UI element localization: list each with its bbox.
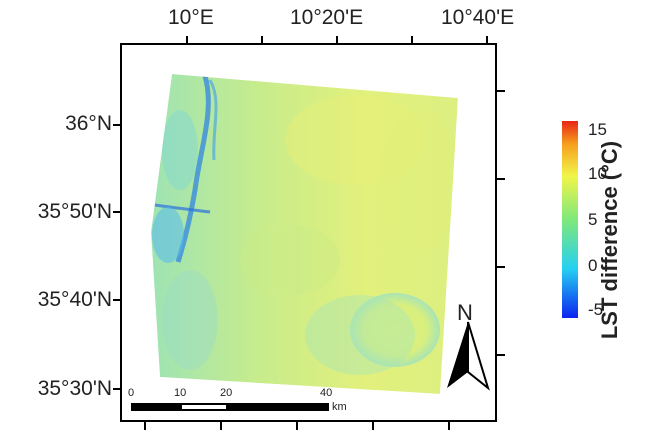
colorbar-tick-label: -5: [588, 300, 604, 319]
longitude-label: 10°40'E: [441, 6, 515, 29]
scale-bar-unit: km: [332, 401, 347, 413]
latitude-label: 35°30'N: [37, 377, 112, 400]
right-axis-ticks: [496, 90, 505, 356]
colorbar-tick-label: 10: [588, 164, 607, 183]
colorbar: [562, 121, 578, 318]
latitude-label: 35°40'N: [37, 288, 112, 311]
north-arrow-icon: [447, 321, 490, 391]
left-axis-ticks: [113, 124, 121, 390]
colorbar-title: LST difference (°C): [597, 140, 622, 340]
latitude-label: 35°50'N: [37, 200, 112, 223]
north-label: N: [457, 300, 473, 325]
colorbar-tick-label: 15: [588, 120, 607, 139]
scale-bar: [131, 403, 329, 411]
lst-difference-raster: [151, 74, 458, 394]
scale-bar-label: 0: [128, 387, 135, 399]
colorbar-tick-label: 5: [588, 210, 598, 229]
scale-bar-label: 40: [320, 387, 333, 399]
bottom-axis-ticks: [144, 421, 450, 430]
longitude-label: 10°20'E: [290, 6, 364, 29]
top-axis-ticks: [186, 36, 488, 44]
bright-patch: [350, 293, 440, 367]
scale-bar-label: 20: [220, 387, 233, 399]
latitude-label: 36°N: [65, 112, 112, 135]
scale-bar-label: 10: [174, 387, 187, 399]
colorbar-tick-label: 0: [588, 256, 598, 275]
longitude-label: 10°E: [168, 6, 214, 29]
